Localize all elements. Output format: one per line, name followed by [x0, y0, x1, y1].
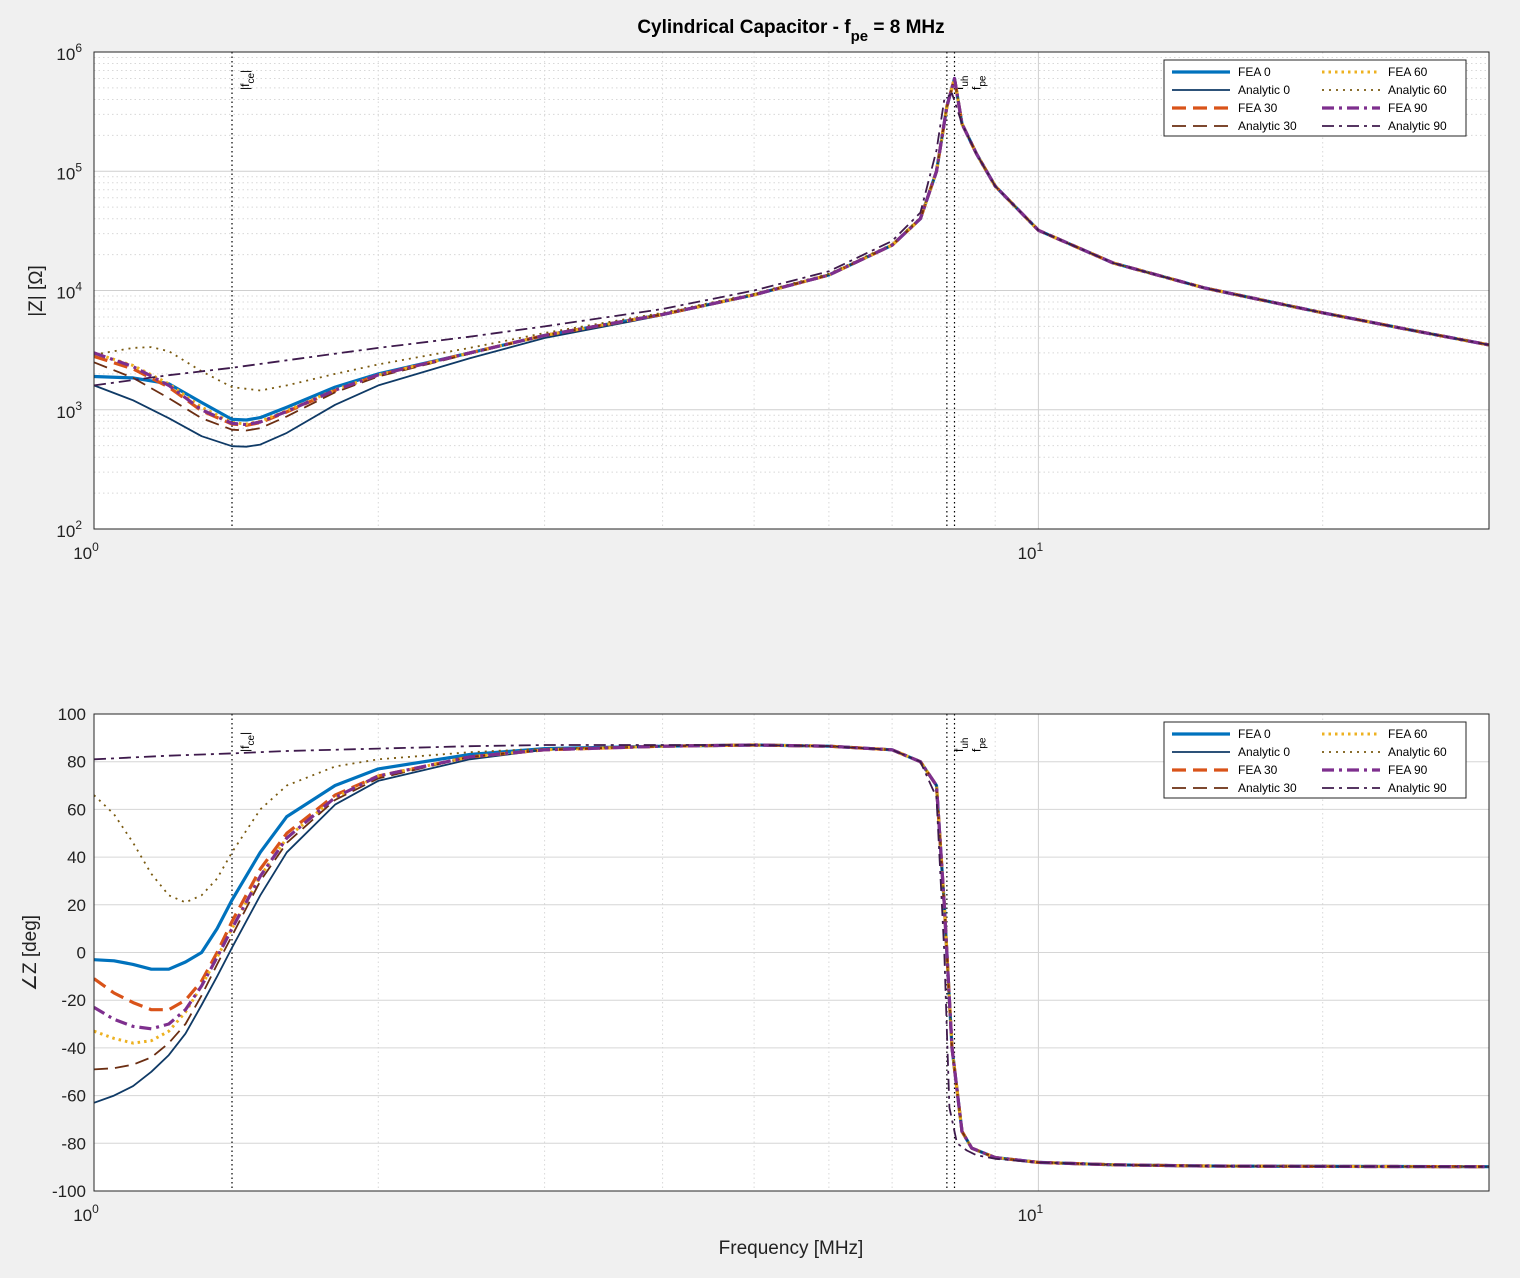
series-line-fea-90 — [94, 743, 1489, 1169]
y-tick-base: 10 — [56, 403, 75, 422]
x-tick-exponent: 1 — [1037, 1202, 1044, 1216]
legend-entry-label: Analytic 60 — [1388, 745, 1447, 759]
x-tick-base: 10 — [1018, 544, 1037, 563]
series-line-analytic-90 — [94, 744, 1489, 1168]
x-tick-label: 100 — [73, 1202, 99, 1225]
legend-entry-label: FEA 0 — [1238, 727, 1271, 741]
marker-label-ce: |fce| — [238, 70, 257, 90]
x-axis-label: Frequency [MHz] — [719, 1238, 864, 1259]
marker-label-main: f — [970, 748, 984, 752]
marker-label-main: |f — [238, 83, 252, 90]
y-tick-label: 40 — [67, 848, 86, 867]
y-tick-exponent: 3 — [75, 399, 82, 413]
marker-label-pe: fpe — [970, 737, 989, 752]
chart-title: Cylindrical Capacitor - fpe = 8 MHz — [637, 17, 944, 45]
legend-entry-label: Analytic 90 — [1388, 781, 1447, 795]
y-tick-label: 80 — [67, 753, 86, 772]
magnitude-legend: FEA 0 Analytic 0 FEA 30 Analytic 30 FEA 60 An… — [1163, 59, 1467, 137]
y-tick-base: 10 — [56, 522, 75, 541]
y-tick-exponent: 6 — [75, 41, 82, 55]
marker-label-main: f — [952, 748, 966, 752]
marker-label-pe: fpe — [970, 75, 989, 90]
legend-entry-label: Analytic 30 — [1238, 781, 1297, 795]
marker-label-subscript: pe — [978, 75, 989, 87]
legend-entry-label: Analytic 60 — [1388, 83, 1447, 97]
legend-entry-label: FEA 0 — [1238, 65, 1271, 79]
x-tick-label: 101 — [1018, 1202, 1044, 1225]
x-tick-base: 10 — [1018, 1206, 1037, 1225]
x-tick-exponent: 1 — [1037, 540, 1044, 554]
magnitude-series-group — [94, 76, 1489, 448]
chart-title-subscript: pe — [851, 28, 869, 45]
x-tick-base: 10 — [73, 1206, 92, 1225]
marker-label-uh: fuh — [952, 76, 971, 90]
legend-entry-label: Analytic 30 — [1238, 119, 1297, 133]
legend-entry-label: Analytic 0 — [1238, 745, 1290, 759]
series-line-analytic-90 — [94, 92, 1489, 387]
marker-label-uh: fuh — [952, 738, 971, 752]
marker-label-subscript: ce — [246, 735, 257, 746]
y-tick-label: -20 — [61, 991, 86, 1010]
marker-label-subscript: uh — [960, 738, 971, 749]
marker-label-subscript: ce — [246, 73, 257, 84]
marker-label-subscript: pe — [978, 737, 989, 749]
y-tick-label: 0 — [77, 944, 86, 963]
legend-entry-label: Analytic 0 — [1238, 83, 1290, 97]
y-tick-label: -80 — [61, 1134, 86, 1153]
legend-entry-label: FEA 90 — [1388, 763, 1428, 777]
x-tick-label: 100 — [73, 540, 99, 563]
y-tick-base: 10 — [56, 164, 75, 183]
y-tick-exponent: 4 — [75, 280, 82, 294]
y-tick-exponent: 5 — [75, 160, 82, 174]
y-tick-label: 103 — [56, 399, 82, 422]
series-line-fea-90 — [94, 76, 1489, 427]
y-tick-label: 105 — [56, 160, 82, 183]
marker-label-tail: | — [238, 732, 252, 735]
y-tick-base: 10 — [56, 45, 75, 64]
phase-series-group — [94, 743, 1489, 1169]
magnitude-axes-box — [93, 51, 1490, 530]
phase-y-axis-label: ∠Z [deg] — [20, 915, 41, 991]
y-tick-base: 10 — [56, 284, 75, 303]
x-tick-exponent: 0 — [92, 1202, 99, 1216]
y-tick-label: 100 — [58, 705, 86, 724]
y-tick-label: 60 — [67, 800, 86, 819]
y-tick-label: -60 — [61, 1087, 86, 1106]
chart-title-main: Cylindrical Capacitor - f — [637, 17, 851, 38]
phase-axes-box — [93, 713, 1490, 1192]
y-tick-exponent: 2 — [75, 518, 82, 532]
marker-label-main: f — [952, 86, 966, 90]
magnitude-y-axis-label: |Z| [Ω] — [26, 265, 47, 317]
legend-entry-label: FEA 60 — [1388, 65, 1428, 79]
series-line-analytic-60 — [94, 77, 1489, 392]
legend-entry-label: Analytic 90 — [1388, 119, 1447, 133]
y-tick-label: 20 — [67, 896, 86, 915]
y-tick-label: 106 — [56, 41, 82, 64]
marker-label-tail: | — [238, 70, 252, 73]
x-tick-exponent: 0 — [92, 540, 99, 554]
x-tick-label: 101 — [1018, 540, 1044, 563]
marker-label-main: |f — [238, 745, 252, 752]
chart-title-tail: = 8 MHz — [868, 17, 945, 38]
marker-label-subscript: uh — [960, 76, 971, 87]
x-tick-base: 10 — [73, 544, 92, 563]
legend-entry-label: FEA 90 — [1388, 101, 1428, 115]
marker-label-ce: |fce| — [238, 732, 257, 752]
y-tick-label: -100 — [52, 1182, 86, 1201]
marker-label-main: f — [970, 86, 984, 90]
phase-legend: FEA 0 Analytic 0 FEA 30 Analytic 30 FEA 60 An… — [1163, 721, 1467, 799]
legend-entry-label: FEA 30 — [1238, 763, 1278, 777]
y-tick-label: 102 — [56, 518, 82, 541]
y-tick-label: -40 — [61, 1039, 86, 1058]
legend-entry-label: FEA 30 — [1238, 101, 1278, 115]
legend-entry-label: FEA 60 — [1388, 727, 1428, 741]
y-tick-label: 104 — [56, 280, 82, 303]
